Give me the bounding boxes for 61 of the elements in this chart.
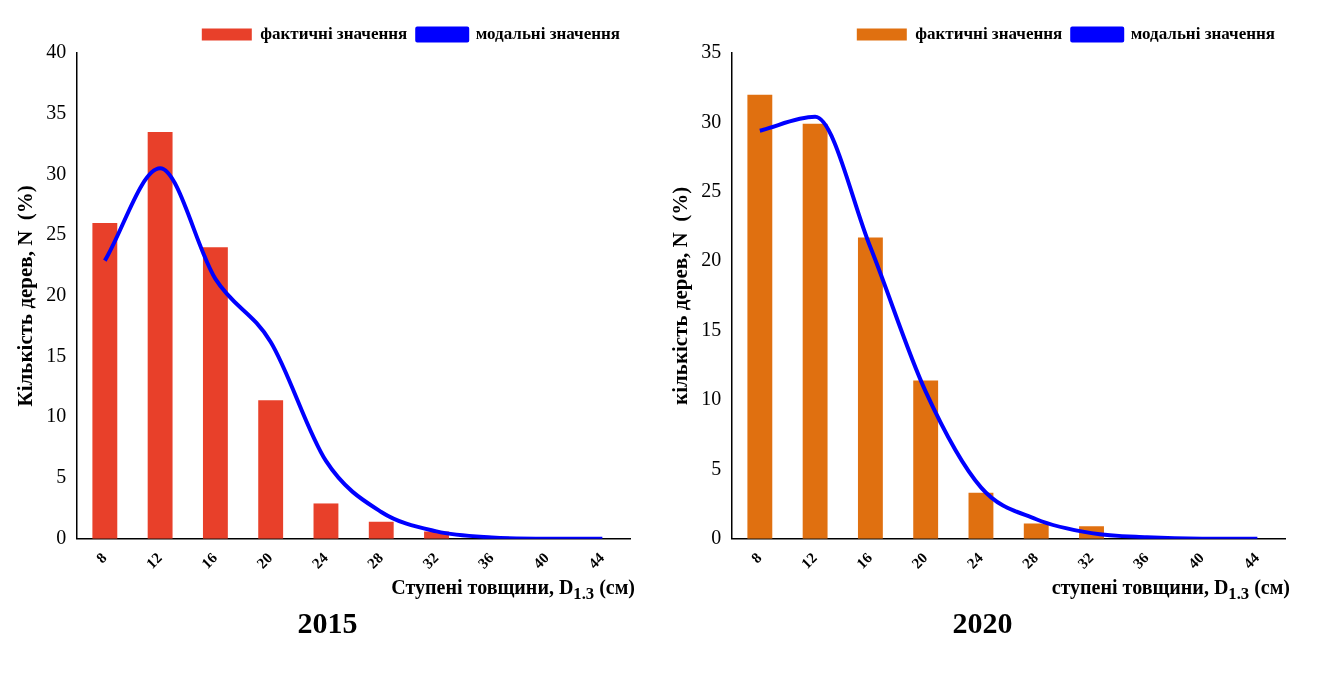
x-tick-label: 40 (530, 549, 552, 572)
y-tick-label: 0 (56, 525, 67, 548)
y-tick-label: 0 (711, 525, 722, 548)
x-tick-label: 20 (908, 549, 931, 572)
y-tick-label: 40 (46, 40, 67, 63)
bar (857, 237, 883, 539)
x-tick-label: 40 (1185, 549, 1207, 572)
bar (92, 222, 118, 539)
legend-label: фактичні значення (915, 23, 1063, 43)
x-tick-label: 36 (474, 549, 498, 572)
x-tick-label: 12 (143, 549, 165, 572)
line-series (102, 166, 605, 539)
y-tick-label: 25 (46, 222, 67, 245)
x-axis-title: ступені товщини, D$_{1.3}$ (см) (1050, 576, 1291, 605)
legend-label: модальні значення (1130, 23, 1276, 43)
y-tick-label: 5 (711, 456, 722, 479)
x-tick-label: 32 (1074, 549, 1097, 572)
bar (1023, 523, 1049, 539)
y-tick-label: 15 (46, 343, 67, 366)
x-tick-label: 24 (963, 549, 987, 572)
y-tick-label: 20 (701, 248, 722, 271)
y-tick-label: 35 (701, 40, 722, 63)
legend-label: модальні значення (475, 23, 621, 43)
bar (802, 123, 828, 539)
y-axis-title: кількість дерев, N (%) (668, 186, 693, 405)
bar (368, 521, 394, 539)
y-tick-label: 10 (46, 404, 67, 427)
x-axis-title: Ступені товщини, D$_{1.3}$ (см) (390, 576, 636, 605)
text: 2020 (951, 606, 1014, 641)
y-tick-label: 30 (46, 161, 67, 184)
bar (747, 94, 773, 539)
x-tick-label: 8 (93, 549, 110, 567)
x-tick-label: 44 (1240, 549, 1263, 572)
x-tick-label: 36 (1129, 549, 1153, 572)
legend-label: фактичні значення (260, 23, 408, 43)
bar (202, 247, 228, 539)
y-tick-label: 15 (701, 317, 722, 340)
bar (258, 400, 284, 539)
x-tick-label: 28 (1019, 549, 1042, 572)
y-tick-label: 30 (701, 109, 722, 132)
x-tick-label: 28 (364, 549, 387, 572)
x-tick-label: 32 (419, 549, 442, 572)
y-tick-label: 5 (56, 465, 67, 488)
text: 2015 (296, 606, 359, 641)
y-tick-label: 10 (701, 387, 722, 410)
x-tick-label: 20 (253, 549, 276, 572)
y-axis-title: Кількість дерев, N (%) (13, 185, 38, 407)
x-tick-label: 16 (853, 549, 876, 572)
x-tick-label: 44 (585, 549, 608, 572)
bar (913, 380, 939, 539)
bar (313, 503, 339, 539)
y-tick-label: 35 (46, 100, 67, 123)
line-series (757, 114, 1260, 539)
y-tick-label: 25 (701, 179, 722, 202)
x-tick-label: 12 (798, 549, 820, 572)
bar (147, 131, 173, 539)
x-tick-label: 8 (748, 549, 765, 567)
bar (968, 492, 994, 539)
y-tick-label: 20 (46, 283, 67, 306)
x-tick-label: 16 (198, 549, 221, 572)
x-tick-label: 24 (308, 549, 332, 572)
